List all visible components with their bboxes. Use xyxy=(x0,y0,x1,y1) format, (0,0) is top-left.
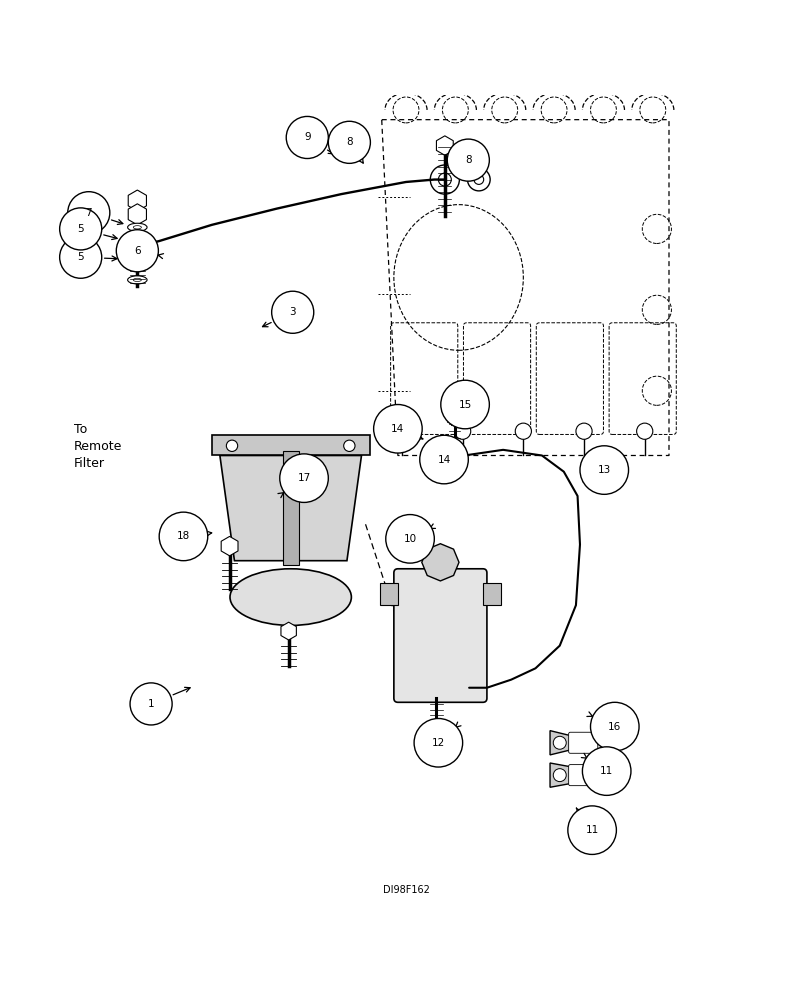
Text: 5: 5 xyxy=(77,224,84,234)
Circle shape xyxy=(440,380,489,429)
Circle shape xyxy=(636,423,652,439)
Ellipse shape xyxy=(133,254,141,257)
Circle shape xyxy=(552,769,565,782)
Ellipse shape xyxy=(133,278,141,282)
Circle shape xyxy=(552,736,565,749)
Text: DI98F162: DI98F162 xyxy=(382,885,429,895)
Circle shape xyxy=(280,454,328,502)
Circle shape xyxy=(343,440,354,451)
Circle shape xyxy=(419,435,468,484)
FancyBboxPatch shape xyxy=(282,451,298,565)
Ellipse shape xyxy=(127,235,147,243)
Circle shape xyxy=(515,423,530,439)
Text: 6: 6 xyxy=(134,246,140,256)
Ellipse shape xyxy=(127,223,147,231)
Circle shape xyxy=(414,718,462,767)
Ellipse shape xyxy=(133,226,141,229)
Circle shape xyxy=(599,736,612,749)
Circle shape xyxy=(286,116,328,159)
Circle shape xyxy=(454,423,470,439)
Text: 5: 5 xyxy=(77,252,84,262)
Circle shape xyxy=(579,446,628,494)
Ellipse shape xyxy=(230,569,351,625)
Circle shape xyxy=(59,208,101,250)
Polygon shape xyxy=(220,455,361,561)
Text: To
Remote
Filter: To Remote Filter xyxy=(74,423,122,470)
Text: 8: 8 xyxy=(465,155,471,165)
Ellipse shape xyxy=(133,237,141,240)
Circle shape xyxy=(599,769,612,782)
Circle shape xyxy=(590,702,638,751)
Text: 13: 13 xyxy=(597,465,610,475)
FancyBboxPatch shape xyxy=(380,583,397,605)
Text: 10: 10 xyxy=(403,534,416,544)
Polygon shape xyxy=(549,763,616,787)
Text: 16: 16 xyxy=(607,722,620,732)
Circle shape xyxy=(159,512,208,561)
Circle shape xyxy=(385,515,434,563)
Text: 14: 14 xyxy=(391,424,404,434)
Text: 15: 15 xyxy=(458,400,471,410)
Ellipse shape xyxy=(127,263,147,271)
Circle shape xyxy=(328,121,370,163)
Text: 14: 14 xyxy=(437,455,450,465)
Ellipse shape xyxy=(127,276,147,284)
Ellipse shape xyxy=(127,248,147,256)
Circle shape xyxy=(567,806,616,854)
Circle shape xyxy=(130,683,172,725)
Ellipse shape xyxy=(133,250,141,253)
Text: 9: 9 xyxy=(303,132,310,142)
Circle shape xyxy=(226,440,238,451)
FancyBboxPatch shape xyxy=(483,583,500,605)
Circle shape xyxy=(447,139,489,181)
Circle shape xyxy=(67,192,109,234)
Text: 12: 12 xyxy=(431,738,444,748)
FancyBboxPatch shape xyxy=(393,569,487,702)
FancyBboxPatch shape xyxy=(568,765,597,786)
Circle shape xyxy=(575,423,591,439)
Circle shape xyxy=(393,423,410,439)
Text: 11: 11 xyxy=(599,766,612,776)
Text: 1: 1 xyxy=(148,699,154,709)
Ellipse shape xyxy=(127,252,147,260)
Text: 3: 3 xyxy=(289,307,296,317)
Circle shape xyxy=(581,747,630,795)
FancyBboxPatch shape xyxy=(212,435,369,455)
Text: 8: 8 xyxy=(345,137,352,147)
Polygon shape xyxy=(549,731,616,755)
Circle shape xyxy=(116,230,158,272)
Text: 11: 11 xyxy=(585,825,598,835)
Text: 18: 18 xyxy=(177,531,190,541)
FancyBboxPatch shape xyxy=(568,732,597,753)
Ellipse shape xyxy=(133,265,141,269)
Circle shape xyxy=(59,236,101,278)
Circle shape xyxy=(373,405,422,453)
Circle shape xyxy=(272,291,313,333)
Text: 7: 7 xyxy=(85,208,92,218)
Text: 17: 17 xyxy=(297,473,311,483)
